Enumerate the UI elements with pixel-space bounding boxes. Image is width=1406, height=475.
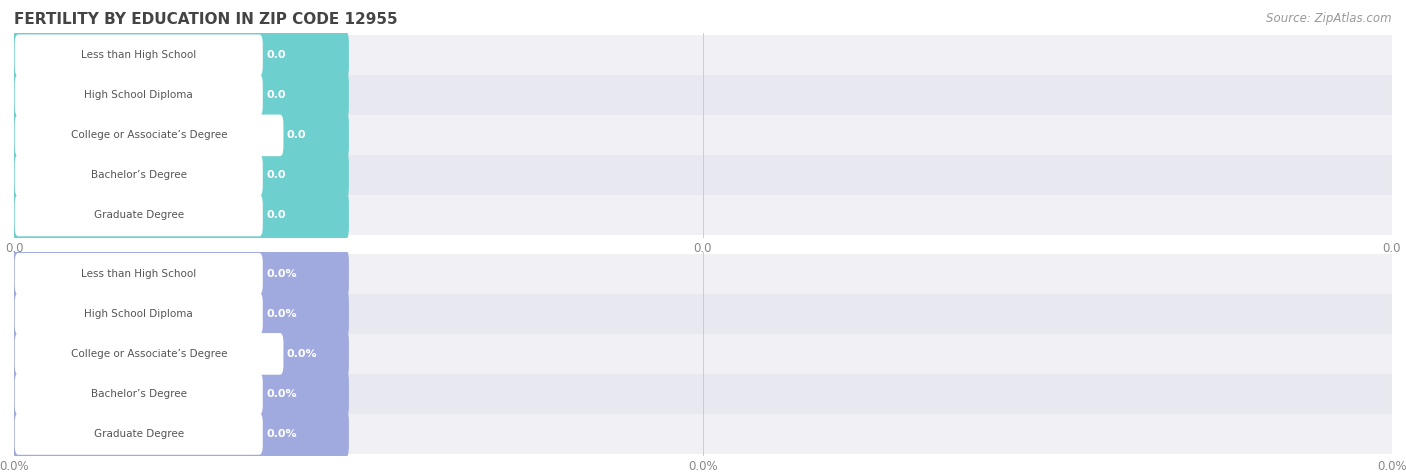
- FancyBboxPatch shape: [13, 409, 349, 458]
- Bar: [7, 115, 1399, 155]
- FancyBboxPatch shape: [14, 75, 263, 116]
- FancyBboxPatch shape: [14, 293, 263, 335]
- Bar: [7, 195, 1399, 236]
- FancyBboxPatch shape: [13, 330, 349, 378]
- Text: 0.0: 0.0: [287, 130, 307, 141]
- Text: 0.0%: 0.0%: [266, 309, 297, 319]
- Bar: [7, 35, 1399, 76]
- Text: Bachelor’s Degree: Bachelor’s Degree: [91, 171, 187, 180]
- FancyBboxPatch shape: [13, 111, 349, 160]
- Bar: [7, 294, 1399, 334]
- FancyBboxPatch shape: [14, 195, 263, 236]
- Text: College or Associate’s Degree: College or Associate’s Degree: [70, 130, 228, 141]
- Text: 0.0: 0.0: [266, 50, 285, 60]
- Bar: [7, 414, 1399, 454]
- Text: Source: ZipAtlas.com: Source: ZipAtlas.com: [1267, 12, 1392, 25]
- FancyBboxPatch shape: [14, 373, 263, 415]
- FancyBboxPatch shape: [14, 253, 263, 294]
- Bar: [7, 155, 1399, 195]
- Text: 0.0: 0.0: [266, 210, 285, 220]
- Text: Less than High School: Less than High School: [82, 50, 197, 60]
- Text: 0.0: 0.0: [266, 171, 285, 180]
- Text: 0.0%: 0.0%: [287, 349, 318, 359]
- Bar: [7, 334, 1399, 374]
- FancyBboxPatch shape: [14, 413, 263, 455]
- Text: FERTILITY BY EDUCATION IN ZIP CODE 12955: FERTILITY BY EDUCATION IN ZIP CODE 12955: [14, 12, 398, 27]
- FancyBboxPatch shape: [13, 370, 349, 418]
- FancyBboxPatch shape: [14, 35, 263, 76]
- Text: High School Diploma: High School Diploma: [84, 90, 193, 100]
- FancyBboxPatch shape: [13, 71, 349, 120]
- FancyBboxPatch shape: [14, 154, 263, 196]
- Text: Less than High School: Less than High School: [82, 269, 197, 279]
- Text: High School Diploma: High School Diploma: [84, 309, 193, 319]
- Text: 0.0%: 0.0%: [266, 389, 297, 399]
- Text: Graduate Degree: Graduate Degree: [94, 210, 184, 220]
- Text: Graduate Degree: Graduate Degree: [94, 429, 184, 439]
- FancyBboxPatch shape: [13, 191, 349, 240]
- Text: Bachelor’s Degree: Bachelor’s Degree: [91, 389, 187, 399]
- FancyBboxPatch shape: [13, 289, 349, 338]
- Text: 0.0%: 0.0%: [266, 269, 297, 279]
- Text: 0.0%: 0.0%: [266, 429, 297, 439]
- Text: College or Associate’s Degree: College or Associate’s Degree: [70, 349, 228, 359]
- FancyBboxPatch shape: [14, 114, 284, 156]
- FancyBboxPatch shape: [13, 151, 349, 200]
- FancyBboxPatch shape: [13, 31, 349, 80]
- FancyBboxPatch shape: [14, 333, 284, 375]
- Bar: [7, 374, 1399, 414]
- Bar: [7, 254, 1399, 294]
- Bar: [7, 76, 1399, 115]
- Text: 0.0: 0.0: [266, 90, 285, 100]
- FancyBboxPatch shape: [13, 249, 349, 298]
